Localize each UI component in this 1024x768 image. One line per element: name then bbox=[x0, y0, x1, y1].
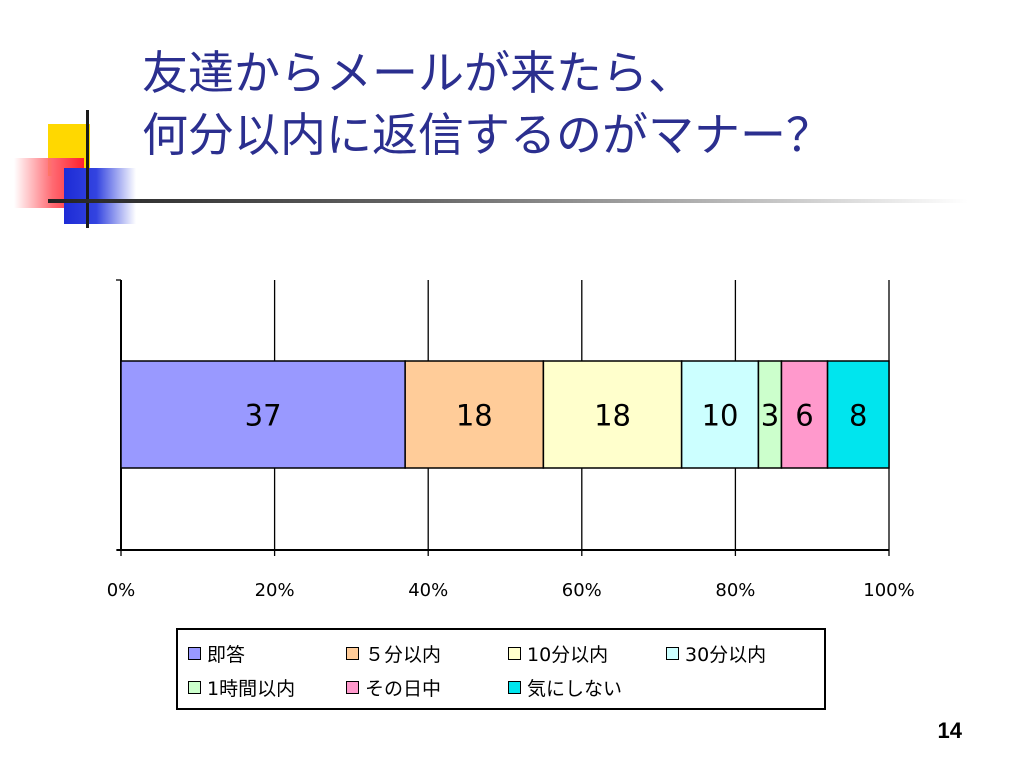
legend-label: ５分以内 bbox=[365, 644, 442, 666]
slide-title: 友達からメールが来たら、 何分以内に返信するのがマナー？ bbox=[142, 42, 1002, 166]
legend-swatch bbox=[508, 681, 521, 694]
data-label: 10 bbox=[702, 399, 739, 433]
deco-blue-bar bbox=[64, 168, 136, 224]
legend-item: 気にしない bbox=[508, 674, 622, 701]
data-label: 18 bbox=[594, 399, 631, 433]
legend-item: 即答 bbox=[188, 640, 245, 667]
x-tick-label: 80% bbox=[715, 580, 755, 601]
data-label: 37 bbox=[245, 399, 282, 433]
legend-swatch bbox=[346, 681, 359, 694]
bar-segment-4 bbox=[680, 360, 760, 469]
legend-item: 1時間以内 bbox=[188, 674, 295, 701]
legend-swatch bbox=[188, 647, 201, 660]
chart-legend: 即答 ５分以内 10分以内 30分以内 1時間以内 その日中 気にしない bbox=[176, 628, 826, 710]
title-underline bbox=[48, 199, 968, 203]
bar-segment-7 bbox=[826, 360, 890, 469]
legend-swatch bbox=[666, 647, 679, 660]
data-label: 3 bbox=[761, 399, 779, 433]
legend-label: 30分以内 bbox=[685, 644, 767, 666]
data-label: 18 bbox=[456, 399, 493, 433]
legend-item: その日中 bbox=[346, 674, 441, 701]
legend-swatch bbox=[346, 647, 359, 660]
title-line-1: 友達からメールが来たら、 bbox=[142, 46, 694, 100]
deco-vertical-line bbox=[86, 110, 89, 228]
bar-segment-2 bbox=[404, 360, 545, 469]
x-tick-label: 100% bbox=[863, 580, 914, 601]
page-number: 14 bbox=[937, 718, 962, 743]
legend-label: 即答 bbox=[207, 644, 246, 666]
data-label: 8 bbox=[849, 399, 867, 433]
x-tick-label: 20% bbox=[255, 580, 295, 601]
legend-label: 気にしない bbox=[527, 678, 623, 700]
legend-item: ５分以内 bbox=[346, 640, 441, 667]
bar-segment-1 bbox=[120, 360, 406, 469]
x-tick-label: 40% bbox=[408, 580, 448, 601]
x-tick-label: 60% bbox=[562, 580, 602, 601]
legend-swatch bbox=[188, 681, 201, 694]
legend-label: 10分以内 bbox=[527, 644, 609, 666]
legend-swatch bbox=[508, 647, 521, 660]
bar-segment-3 bbox=[542, 360, 683, 469]
data-label: 6 bbox=[795, 399, 813, 433]
legend-item: 10分以内 bbox=[508, 640, 608, 667]
x-tick-label: 0% bbox=[107, 580, 136, 601]
title-line-2: 何分以内に返信するのがマナー？ bbox=[142, 108, 832, 162]
legend-label: その日中 bbox=[365, 678, 442, 700]
legend-label: 1時間以内 bbox=[207, 678, 296, 700]
legend-item: 30分以内 bbox=[666, 640, 766, 667]
